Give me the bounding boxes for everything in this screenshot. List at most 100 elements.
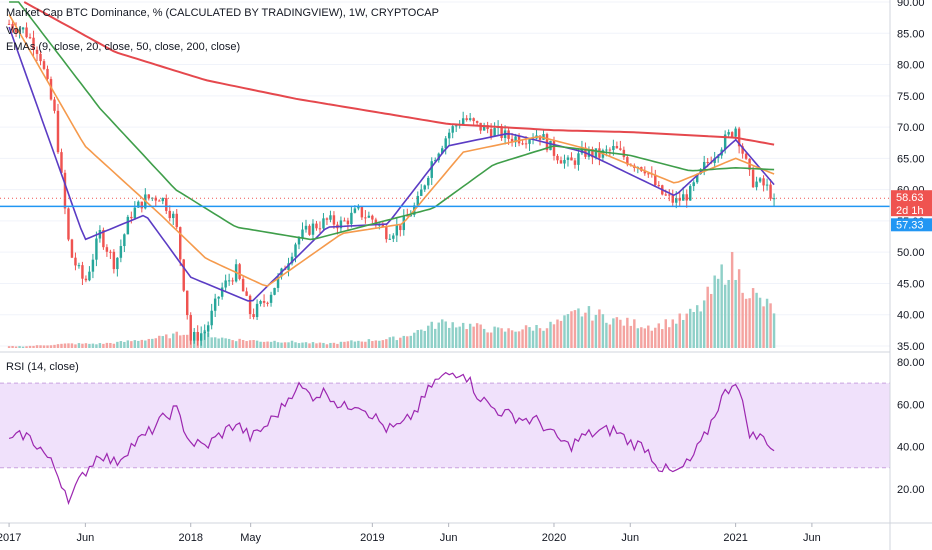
candle-body (262, 301, 266, 303)
candle-body (409, 214, 413, 217)
volume-bar (671, 319, 674, 348)
volume-bar (430, 321, 433, 348)
candle-body (109, 251, 112, 253)
time-tick-label: Jun (803, 532, 821, 544)
candle-body (493, 128, 496, 137)
volume-bar (601, 314, 605, 348)
candle-body (591, 148, 594, 158)
candle-body (175, 213, 178, 228)
candle-body (294, 244, 297, 257)
candle-body (395, 225, 399, 236)
rsi-line (8, 371, 775, 506)
main-legend[interactable]: Market Cap BTC Dominance, % (CALCULATED … (6, 7, 439, 19)
candle-body (364, 217, 367, 219)
candle-body (744, 153, 748, 159)
volume-bar (626, 317, 629, 348)
volume-bar (769, 303, 772, 348)
volume-bar (437, 322, 440, 348)
candle-body (35, 49, 39, 54)
volume-bar (224, 338, 227, 348)
volume-bar (619, 319, 622, 348)
volume-bar (465, 329, 468, 348)
candle-body (231, 280, 234, 282)
volume-bar (227, 338, 231, 348)
volume-bar (172, 333, 175, 348)
candle-body (168, 210, 171, 219)
volume-bar (336, 343, 339, 348)
volume-bar (88, 343, 91, 348)
volume-bar (496, 327, 500, 348)
candle-body (18, 29, 21, 33)
rsi-legend[interactable]: RSI (14, close) (6, 361, 79, 373)
candle-body (32, 37, 35, 50)
candle-body (406, 215, 409, 217)
volume-bar (95, 344, 98, 348)
volume-bar (542, 330, 545, 348)
candle-body (77, 265, 81, 267)
candle-body (21, 27, 25, 30)
candle-body (105, 247, 109, 252)
volume-bar (318, 342, 322, 348)
candle-body (53, 99, 56, 111)
volume-bar (758, 297, 762, 348)
volume-bar (39, 345, 42, 348)
volume-bar (461, 322, 465, 348)
candle-body (765, 184, 769, 186)
volume-bar (737, 269, 741, 348)
candle-body (643, 170, 647, 174)
volume-bar (130, 341, 133, 348)
volume-bar (594, 314, 598, 348)
volume-bar (241, 339, 245, 348)
volume-bar (440, 319, 444, 348)
volume-bar (413, 332, 416, 348)
volume-bar (158, 335, 161, 348)
volume-bar (535, 324, 538, 348)
horizontal-line-group[interactable] (0, 197, 890, 208)
volume-bar (682, 319, 685, 348)
candle-body (430, 161, 433, 178)
time-tick-label: 2018 (178, 532, 202, 544)
volume-bar (524, 325, 528, 348)
volume-bar (482, 328, 486, 348)
volume-bar (755, 292, 758, 348)
ema-legend[interactable]: EMAs (9, close, 20, close, 50, close, 20… (6, 41, 240, 53)
time-tick-label: Jun (440, 532, 458, 544)
candle-body (475, 121, 479, 123)
candle-body (374, 219, 378, 225)
volume-bar (186, 334, 189, 348)
volume-bar (591, 320, 594, 348)
volume-bar (343, 341, 346, 348)
candle-body (758, 178, 762, 182)
time-axis[interactable]: 2017 Jun 2018 May 2019 Jun 2020 Jun 2021 Jun (0, 523, 821, 544)
candle-body (556, 155, 559, 161)
volume-bar (622, 325, 626, 348)
candle-body (388, 238, 392, 240)
volume-bar (259, 341, 262, 348)
time-tick-label: 2019 (360, 532, 384, 544)
price-tick-label: 70.00 (897, 122, 925, 134)
volume-bar (577, 308, 580, 348)
rsi-axis[interactable]: 80.00 60.00 40.00 20.00 (897, 357, 925, 496)
volume-bar (63, 343, 67, 348)
ema-lines (8, 1, 775, 302)
candle-body (255, 303, 259, 318)
price-axis[interactable]: 90.0085.0080.0075.0070.0065.0060.0055.00… (897, 0, 925, 353)
candle-body (615, 146, 619, 149)
volume-bar (388, 337, 392, 348)
candle-body (192, 331, 196, 341)
rsi-tick-label: 60.00 (897, 399, 925, 411)
bar-countdown: 2d 1h (896, 205, 924, 217)
volume-bar (217, 338, 220, 348)
candle-body (434, 160, 437, 162)
candle-body (290, 256, 294, 264)
rsi-band-fill (0, 383, 890, 468)
volume-bar (563, 315, 566, 348)
volume-bar (74, 344, 77, 348)
candle-body (339, 220, 343, 229)
price-tick-label: 50.00 (897, 247, 925, 259)
volume-bar (53, 344, 56, 348)
candle-body (461, 118, 465, 125)
vol-legend[interactable]: Vol (6, 25, 21, 37)
volume-bar (744, 298, 748, 348)
